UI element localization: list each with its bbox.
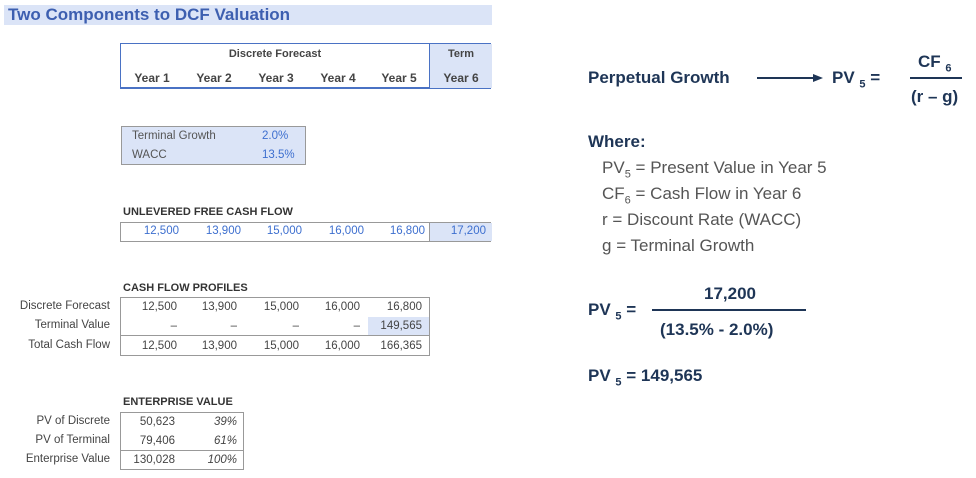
profile-cell: – <box>292 320 299 332</box>
equals-sign: = <box>626 300 637 319</box>
calc-numerator: 17,200 <box>704 284 756 303</box>
pv-subscript: 5 <box>615 310 622 323</box>
year-label: Year 4 <box>320 71 356 85</box>
profile-cell: 166,365 <box>380 340 422 352</box>
where-line: r = Discount Rate (WACC) <box>602 210 801 230</box>
profile-row-label: Total Cash Flow <box>28 339 110 351</box>
year-label: Year 1 <box>134 71 170 85</box>
ev-value: 130,028 <box>133 454 175 466</box>
timeline-header: Discrete Forecast Term Year 1 Year 2 Yea… <box>120 43 492 89</box>
cf-symbol: CF <box>918 52 941 71</box>
profile-cell: 149,565 <box>380 320 422 332</box>
profile-row-label: Discrete Forecast <box>19 300 110 312</box>
where-symbol: g <box>602 236 612 255</box>
page-title: Two Components to DCF Valuation <box>4 5 492 25</box>
where-symbol: PV <box>602 158 625 177</box>
where-definition: = Discount Rate (WACC) <box>612 210 802 229</box>
ev-row-label: Enterprise Value <box>25 453 110 465</box>
terminal-growth-label: Terminal Growth <box>132 130 216 142</box>
result-value: = 149,565 <box>626 366 703 385</box>
profile-cell: – <box>353 320 360 332</box>
term-label: Term <box>447 48 475 60</box>
where-title: Where: <box>588 132 646 151</box>
calc-fraction-bar <box>652 309 806 311</box>
profile-cell: 13,900 <box>201 340 237 352</box>
ufcf-row: 12,500 13,900 15,000 16,000 16,800 17,20… <box>120 222 492 242</box>
pv5-calc-lhs: PV 5 = <box>588 300 636 322</box>
profiles-title: CASH FLOW PROFILES <box>123 282 248 294</box>
wacc-label: WACC <box>132 149 167 161</box>
profile-cell: 16,000 <box>324 340 360 352</box>
ev-pct: 100% <box>207 454 237 466</box>
ev-divider <box>121 450 243 451</box>
equals-sign: = <box>870 68 881 87</box>
terminal-growth-value: 2.0% <box>262 130 289 142</box>
ev-pct: 39% <box>213 416 237 428</box>
pv-subscript: 5 <box>615 376 622 389</box>
pv5-result: PV 5 = 149,565 <box>588 366 702 388</box>
profile-row-label: Terminal Value <box>34 319 110 331</box>
pv-symbol: PV <box>588 366 611 385</box>
profiles-table: 12,500 13,900 15,000 16,000 16,800 – – –… <box>120 297 430 356</box>
ev-row-label: PV of Discrete <box>36 415 111 427</box>
profile-cell: 16,800 <box>386 301 422 313</box>
ufcf-title: UNLEVERED FREE CASH FLOW <box>123 206 293 218</box>
wacc-value: 13.5% <box>262 149 295 161</box>
cf6-numerator: CF 6 <box>918 52 952 74</box>
pv-subscript: 5 <box>859 78 866 91</box>
profile-cell: 13,900 <box>201 301 237 313</box>
total-divider <box>121 335 429 336</box>
ufcf-value: 15,000 <box>266 225 302 237</box>
assumptions-box: Terminal Growth 2.0% WACC 13.5% <box>121 126 306 165</box>
where-symbol: CF <box>602 184 625 203</box>
profile-cell: 16,000 <box>324 301 360 313</box>
profile-cell: – <box>230 320 237 332</box>
where-definition: = Present Value in Year 5 <box>635 158 827 177</box>
ufcf-value: 12,500 <box>143 225 179 237</box>
where-line: g = Terminal Growth <box>602 236 754 256</box>
ufcf-value: 16,800 <box>389 225 425 237</box>
year-label: Year 6 <box>443 71 479 85</box>
pv-symbol: PV <box>588 300 611 319</box>
terminal-column: Term <box>429 44 492 88</box>
profile-cell: – <box>170 320 177 332</box>
year-label: Year 3 <box>258 71 294 85</box>
where-subscript: 5 <box>624 168 631 181</box>
where-line: CF6 = Cash Flow in Year 6 <box>602 184 801 206</box>
ev-title: ENTERPRISE VALUE <box>123 396 233 408</box>
profile-cell: 12,500 <box>141 340 177 352</box>
profile-cell: 15,000 <box>263 340 299 352</box>
profile-cell: 12,500 <box>141 301 177 313</box>
profile-cell: 15,000 <box>263 301 299 313</box>
ev-pct: 61% <box>213 435 237 447</box>
year-label: Year 2 <box>196 71 232 85</box>
calc-denominator: (13.5% - 2.0%) <box>660 320 774 339</box>
arrow-icon <box>757 74 823 82</box>
ev-table: 50,623 79,406 130,028 39% 61% 100% <box>120 412 244 470</box>
pv5-formula-lhs: PV 5 = <box>832 68 880 90</box>
perpetual-growth-label: Perpetual Growth <box>588 68 730 87</box>
where-subscript: 6 <box>624 194 631 207</box>
r-minus-g-denominator: (r – g) <box>911 87 959 106</box>
ufcf-value: 17,200 <box>450 225 486 237</box>
where-line: PV5 = Present Value in Year 5 <box>602 158 827 180</box>
year-label: Year 5 <box>381 71 417 85</box>
where-symbol: r <box>602 210 608 229</box>
where-definition: = Cash Flow in Year 6 <box>635 184 802 203</box>
cf-subscript: 6 <box>945 62 952 75</box>
discrete-forecast-label: Discrete Forecast <box>228 48 322 60</box>
where-definition: = Terminal Growth <box>616 236 755 255</box>
ufcf-term-cell <box>429 223 492 241</box>
ev-value: 79,406 <box>139 435 175 447</box>
ev-value: 50,623 <box>139 416 175 428</box>
terminal-value-cell <box>368 317 429 335</box>
ev-row-label: PV of Terminal <box>35 434 110 446</box>
pv-symbol: PV <box>832 68 855 87</box>
fraction-bar <box>910 77 962 79</box>
ufcf-value: 13,900 <box>205 225 241 237</box>
ufcf-value: 16,000 <box>328 225 364 237</box>
